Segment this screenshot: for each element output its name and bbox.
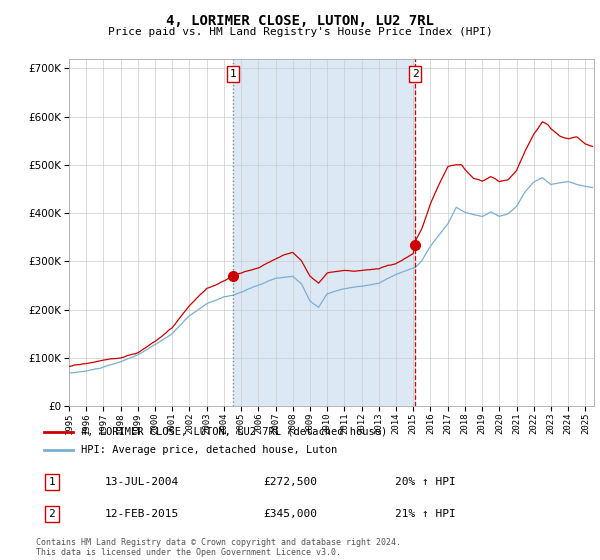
Text: Contains HM Land Registry data © Crown copyright and database right 2024.
This d: Contains HM Land Registry data © Crown c… bbox=[36, 538, 401, 557]
Text: £345,000: £345,000 bbox=[263, 509, 317, 519]
Text: 2: 2 bbox=[49, 509, 55, 519]
Text: 12-FEB-2015: 12-FEB-2015 bbox=[104, 509, 179, 519]
Text: HPI: Average price, detached house, Luton: HPI: Average price, detached house, Luto… bbox=[81, 445, 337, 455]
Text: 4, LORIMER CLOSE, LUTON, LU2 7RL (detached house): 4, LORIMER CLOSE, LUTON, LU2 7RL (detach… bbox=[81, 427, 387, 437]
Text: 21% ↑ HPI: 21% ↑ HPI bbox=[395, 509, 456, 519]
Text: 20% ↑ HPI: 20% ↑ HPI bbox=[395, 477, 456, 487]
Text: 4, LORIMER CLOSE, LUTON, LU2 7RL: 4, LORIMER CLOSE, LUTON, LU2 7RL bbox=[166, 14, 434, 28]
Text: 1: 1 bbox=[49, 477, 55, 487]
Text: £272,500: £272,500 bbox=[263, 477, 317, 487]
Text: 13-JUL-2004: 13-JUL-2004 bbox=[104, 477, 179, 487]
Text: 1: 1 bbox=[230, 69, 236, 79]
Text: 2: 2 bbox=[412, 69, 419, 79]
Text: Price paid vs. HM Land Registry's House Price Index (HPI): Price paid vs. HM Land Registry's House … bbox=[107, 27, 493, 37]
Bar bbox=[233, 59, 415, 406]
